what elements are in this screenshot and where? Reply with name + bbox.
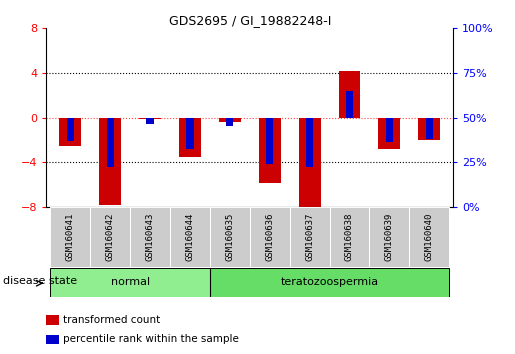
Text: percentile rank within the sample: percentile rank within the sample xyxy=(63,335,239,344)
Bar xyxy=(50,207,90,267)
Bar xyxy=(426,118,433,139)
Bar xyxy=(59,118,81,145)
Bar xyxy=(170,207,210,267)
Bar xyxy=(226,118,233,126)
Bar xyxy=(259,118,281,183)
Title: GDS2695 / GI_19882248-I: GDS2695 / GI_19882248-I xyxy=(168,14,331,27)
Bar xyxy=(179,118,201,157)
Text: GSM160640: GSM160640 xyxy=(425,213,434,261)
Bar xyxy=(99,118,121,205)
Bar xyxy=(139,118,161,119)
Bar xyxy=(250,207,289,267)
Text: GSM160641: GSM160641 xyxy=(66,213,75,261)
Bar xyxy=(409,207,449,267)
Bar xyxy=(386,118,393,142)
Text: transformed count: transformed count xyxy=(63,315,160,325)
Bar xyxy=(210,207,250,267)
Text: disease state: disease state xyxy=(3,276,77,286)
Bar xyxy=(90,207,130,267)
Bar xyxy=(338,71,360,118)
Bar xyxy=(330,207,369,267)
Text: GSM160635: GSM160635 xyxy=(226,213,234,261)
Bar xyxy=(418,118,440,140)
Bar xyxy=(219,118,241,122)
Bar xyxy=(369,207,409,267)
Bar xyxy=(146,118,153,124)
Bar xyxy=(66,118,74,141)
Text: GSM160642: GSM160642 xyxy=(106,213,115,261)
Bar xyxy=(346,91,353,118)
Bar xyxy=(306,118,313,167)
Bar xyxy=(289,207,330,267)
Bar xyxy=(50,268,210,297)
Text: GSM160644: GSM160644 xyxy=(185,213,195,261)
Bar xyxy=(379,118,400,149)
Text: normal: normal xyxy=(111,277,150,287)
Bar xyxy=(210,268,449,297)
Text: GSM160636: GSM160636 xyxy=(265,213,274,261)
Text: teratozoospermia: teratozoospermia xyxy=(281,277,379,287)
Bar xyxy=(299,118,320,208)
Bar xyxy=(186,118,194,149)
Text: GSM160643: GSM160643 xyxy=(146,213,154,261)
Text: GSM160638: GSM160638 xyxy=(345,213,354,261)
Bar xyxy=(107,118,114,167)
Bar xyxy=(130,207,170,267)
Text: GSM160639: GSM160639 xyxy=(385,213,394,261)
Text: GSM160637: GSM160637 xyxy=(305,213,314,261)
Bar xyxy=(266,118,273,164)
